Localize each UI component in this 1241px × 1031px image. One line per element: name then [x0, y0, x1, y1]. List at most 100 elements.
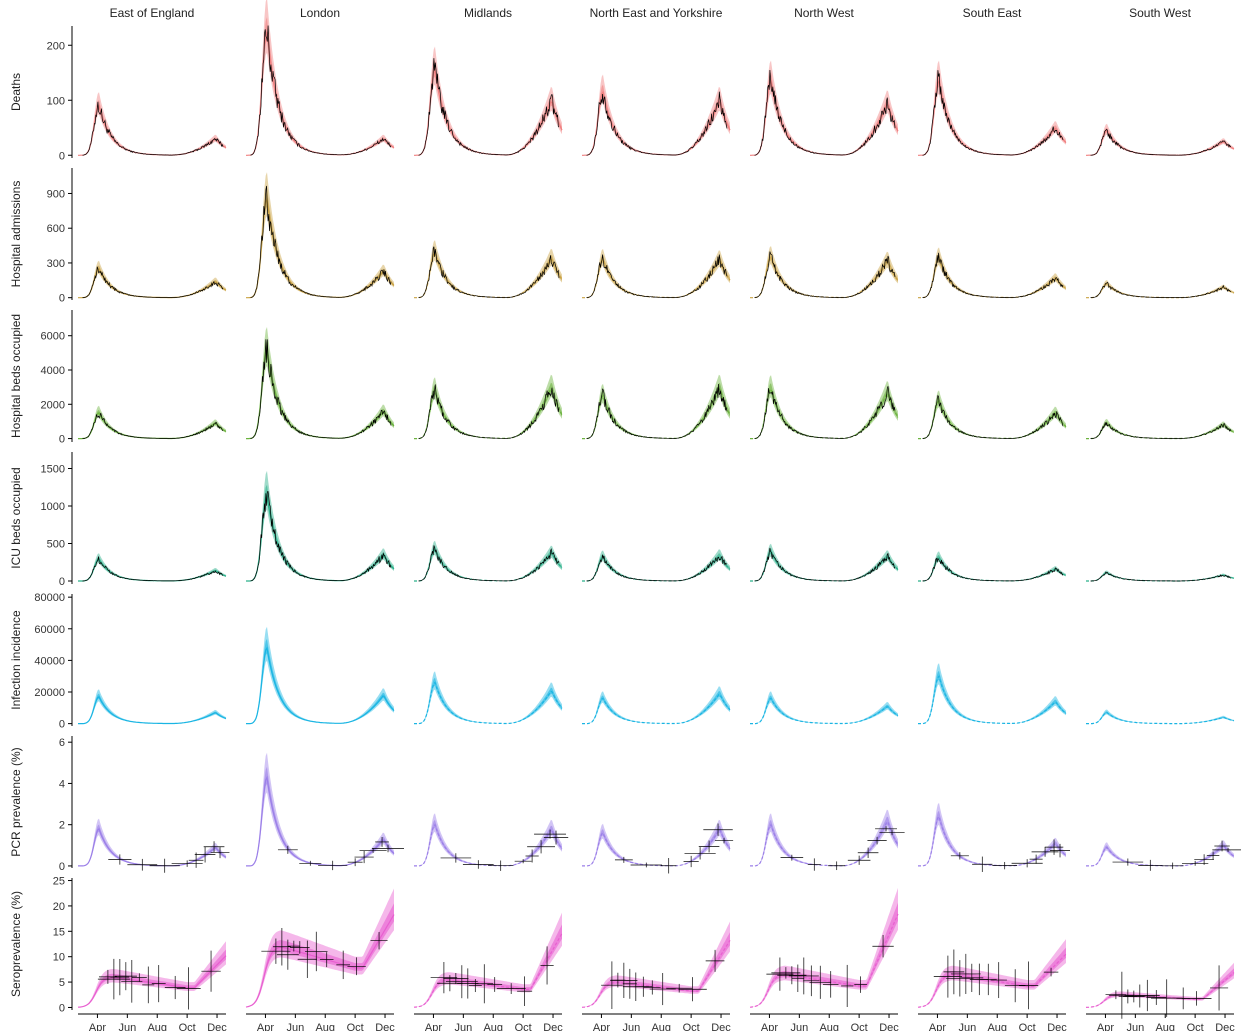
observed-line: [418, 58, 560, 156]
ci-band-inner: [1086, 571, 1234, 581]
observed-line: [754, 547, 896, 582]
ci-band-outer: [1086, 962, 1234, 1008]
xtick-label: Oct: [347, 1022, 364, 1031]
xtick-label: Oct: [179, 1022, 196, 1031]
xtick-label: Oct: [1019, 1022, 1036, 1031]
median-line: [77, 955, 227, 1008]
region-title-4: North West: [794, 6, 854, 20]
observed-line: [1090, 281, 1232, 299]
panel-sero-1: [245, 888, 395, 1008]
ylabel-admissions: Hospital admissions: [9, 181, 23, 288]
ci-band-outer: [750, 809, 898, 866]
panel-sero-5: [917, 939, 1067, 1010]
ci-band-outer: [1086, 840, 1234, 866]
observed-line: [82, 412, 224, 439]
ci-band-outer: [78, 553, 226, 581]
ci-band-outer: [414, 671, 562, 724]
panel-deaths-6: [1086, 123, 1235, 156]
ytick-label-incidence: 40000: [34, 655, 65, 667]
ylabel-deaths: Deaths: [9, 73, 23, 111]
ytick-label-beds: 4000: [41, 365, 65, 377]
panel-beds-3: [582, 374, 731, 440]
observed-line: [922, 557, 1064, 582]
ci-band-outer: [750, 375, 898, 439]
ytick-label-admissions: 0: [59, 293, 65, 305]
xtick-label: Oct: [851, 1022, 868, 1031]
observed-line: [418, 384, 560, 439]
ytick-label-admissions: 900: [47, 188, 65, 200]
region-title-1: London: [300, 6, 340, 20]
ci-band-outer: [918, 390, 1066, 439]
ci-band-inner: [246, 903, 394, 1007]
ci-band-outer: [918, 247, 1066, 298]
ytick-label-sero: 20: [53, 901, 65, 913]
ci-band-inner: [918, 947, 1066, 1008]
ytick-label-deaths: 100: [47, 95, 65, 107]
xtick-label: Jun: [118, 1022, 136, 1031]
xtick-label: Aug: [819, 1022, 839, 1031]
region-title-6: South West: [1129, 6, 1191, 20]
ci-band-outer: [582, 921, 730, 1008]
median-line: [750, 387, 899, 440]
ci-band-outer: [78, 818, 226, 866]
panel-pcr-0: [78, 818, 230, 873]
ci-band-outer: [918, 939, 1066, 1008]
panel-admissions-1: [246, 172, 395, 299]
ci-band-outer: [1086, 123, 1234, 156]
panel-icu-6: [1086, 570, 1235, 582]
median-line: [918, 675, 1067, 725]
ytick-label-admissions: 300: [47, 258, 65, 270]
ci-band-inner: [750, 695, 898, 724]
xtick-label: Dec: [207, 1022, 227, 1031]
xtick-label: Apr: [761, 1022, 778, 1031]
xtick-label: Jun: [958, 1022, 976, 1031]
ci-band-outer: [414, 540, 562, 581]
panel-pcr-2: [414, 813, 569, 871]
panel-incidence-0: [78, 689, 227, 725]
ci-band-outer: [750, 887, 898, 1008]
observed-line: [250, 25, 392, 156]
ci-band-outer: [918, 551, 1066, 581]
panel-pcr-3: [582, 819, 734, 874]
median-line: [1086, 711, 1235, 725]
ci-band-outer: [246, 0, 394, 156]
observed-line: [1090, 571, 1232, 582]
panel-beds-5: [918, 390, 1067, 440]
ci-band-outer: [1086, 418, 1234, 439]
median-line: [414, 681, 563, 725]
ci-band-outer: [1086, 280, 1234, 298]
panel-icu-1: [246, 470, 395, 582]
panel-icu-0: [78, 553, 227, 582]
ci-band-outer: [414, 46, 562, 156]
ci-band-outer: [750, 543, 898, 581]
ci-band-outer: [78, 92, 226, 156]
ci-band-outer: [246, 888, 394, 1007]
ci-band-outer: [582, 74, 730, 156]
xtick-label: Oct: [515, 1022, 532, 1031]
ci-band-inner: [918, 810, 1066, 866]
panel-admissions-6: [1086, 280, 1235, 299]
xtick-label: Jun: [1126, 1022, 1144, 1031]
observed-line: [1090, 422, 1232, 439]
ylabel-pcr: PCR prevalence (%): [9, 747, 23, 856]
xtick-label: Dec: [543, 1022, 563, 1031]
ci-band-outer: [1086, 709, 1234, 724]
panel-icu-3: [582, 549, 731, 582]
xtick-label: Jun: [790, 1022, 808, 1031]
observed-line: [922, 70, 1064, 156]
median-line: [918, 815, 1067, 867]
observed-line: [82, 266, 224, 299]
xtick-label: Apr: [257, 1022, 274, 1031]
xtick-label: Aug: [315, 1022, 335, 1031]
xtick-label: Oct: [1187, 1022, 1204, 1031]
observed-line: [250, 339, 392, 439]
median-line: [78, 695, 227, 725]
panel-beds-0: [78, 405, 227, 440]
ytick-label-icu: 1000: [41, 501, 65, 513]
ci-band-outer: [246, 327, 394, 439]
panel-pcr-1: [246, 752, 405, 871]
xtick-label: Jun: [286, 1022, 304, 1031]
ci-band-inner: [582, 825, 730, 866]
panel-pcr-5: [918, 802, 1071, 872]
xtick-label: Aug: [483, 1022, 503, 1031]
